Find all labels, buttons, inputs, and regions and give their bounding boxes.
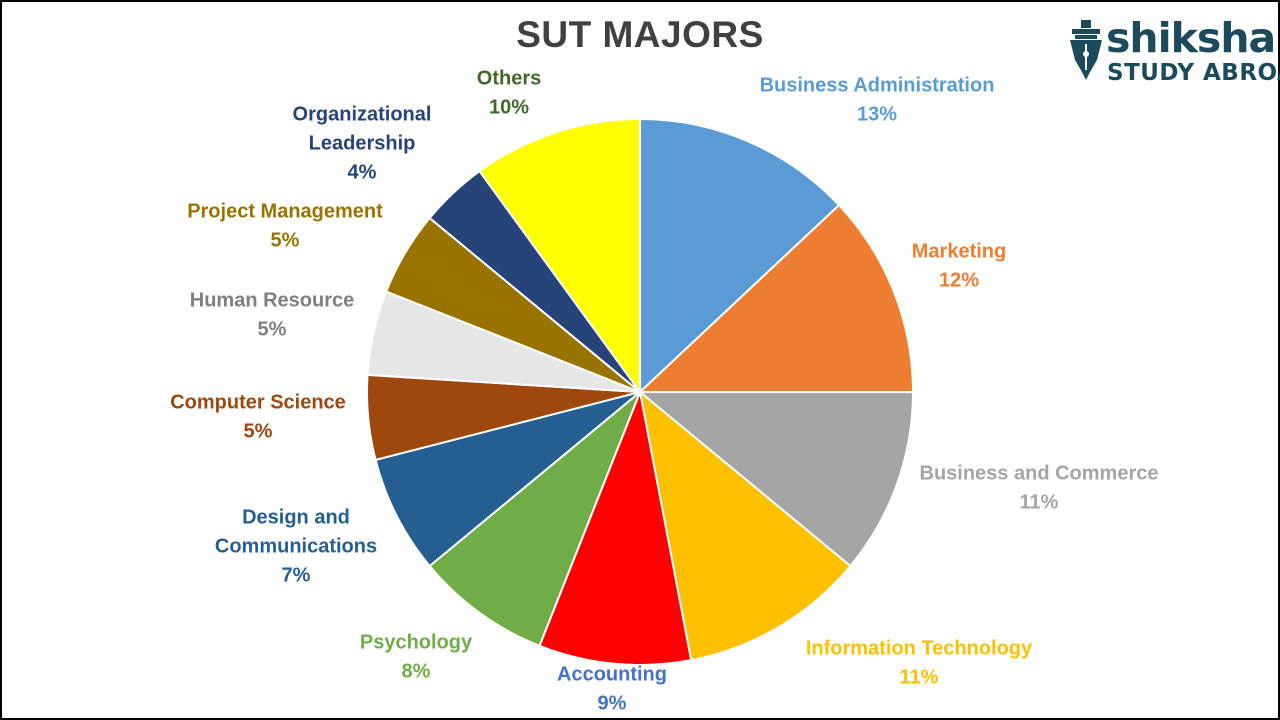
- slice-category-label: Accounting: [557, 663, 667, 685]
- slice-category-label: Business and Commerce: [920, 462, 1159, 484]
- slice-category-label: Psychology: [360, 631, 473, 653]
- slice-category-label: Project Management: [187, 200, 383, 222]
- pie-slice-business-and-commerce: [637, 391, 915, 568]
- slice-percent-label: 9%: [598, 692, 627, 714]
- slice-percent-label: 10%: [489, 96, 529, 118]
- pie-slice-business-administration: [639, 117, 841, 395]
- shiksha-logo: shiksha STUDY ABROAD: [1066, 14, 1280, 88]
- slice-percent-label: 11%: [900, 666, 939, 688]
- data-label-others: Others 10%: [477, 67, 541, 118]
- data-label-business-and-commerce: Business and Commerce 11%: [920, 462, 1159, 513]
- slice-category-label: Marketing: [912, 240, 1006, 262]
- slice-category-label: Human Resource: [190, 289, 355, 311]
- slice-percent-label: 5%: [244, 420, 273, 442]
- pen-nib-icon: [1070, 20, 1102, 80]
- slice-percent-label: 13%: [857, 103, 897, 125]
- slice-category-label: Organizational: [293, 103, 432, 125]
- data-label-information-technology: Information Technology 11%: [806, 637, 1033, 688]
- slice-percent-label: 7%: [282, 564, 311, 586]
- slice-percent-label: 5%: [258, 318, 287, 340]
- slice-category-label: Design and: [242, 506, 350, 528]
- data-label-human-resource: Human Resource 5%: [190, 289, 355, 340]
- slice-category-label: Business Administration: [760, 74, 995, 96]
- slice-category-label: Computer Science: [170, 391, 346, 413]
- data-label-organizational-leadership: Organizational Leadership 4%: [293, 103, 432, 183]
- slice-category-label: Leadership: [309, 132, 416, 154]
- pie-slice-design-and-communications: [374, 391, 641, 568]
- slice-percent-label: 11%: [1020, 491, 1059, 513]
- chart-title: SUT MAJORS: [516, 14, 764, 55]
- data-label-marketing: Marketing 12%: [912, 240, 1006, 291]
- slice-percent-label: 8%: [402, 660, 431, 682]
- logo-wordmark: shiksha: [1106, 14, 1276, 62]
- logo-subtitle: STUDY ABROAD: [1107, 60, 1280, 86]
- pie-slice-marketing: [637, 203, 915, 393]
- data-label-psychology: Psychology 8%: [360, 631, 473, 682]
- data-label-computer-science: Computer Science 5%: [170, 391, 346, 442]
- pie-slice-accounting: [538, 388, 693, 666]
- data-label-design-and-communications: Design and Communications 7%: [215, 506, 377, 586]
- slice-category-label: Others: [477, 67, 541, 89]
- pie-slice-others: [478, 117, 641, 396]
- pie-slice-psychology: [428, 391, 641, 648]
- data-label-business-administration: Business Administration 13%: [760, 74, 995, 125]
- slice-category-label: Information Technology: [806, 637, 1033, 659]
- pie-slice-information-technology: [638, 389, 852, 662]
- data-label-project-management: Project Management 5%: [187, 200, 383, 251]
- slice-percent-label: 4%: [348, 161, 377, 183]
- slice-percent-label: 12%: [939, 269, 979, 291]
- slice-percent-label: 5%: [271, 229, 300, 251]
- slice-category-label: Communications: [215, 535, 377, 557]
- data-label-accounting: Accounting 9%: [557, 663, 667, 714]
